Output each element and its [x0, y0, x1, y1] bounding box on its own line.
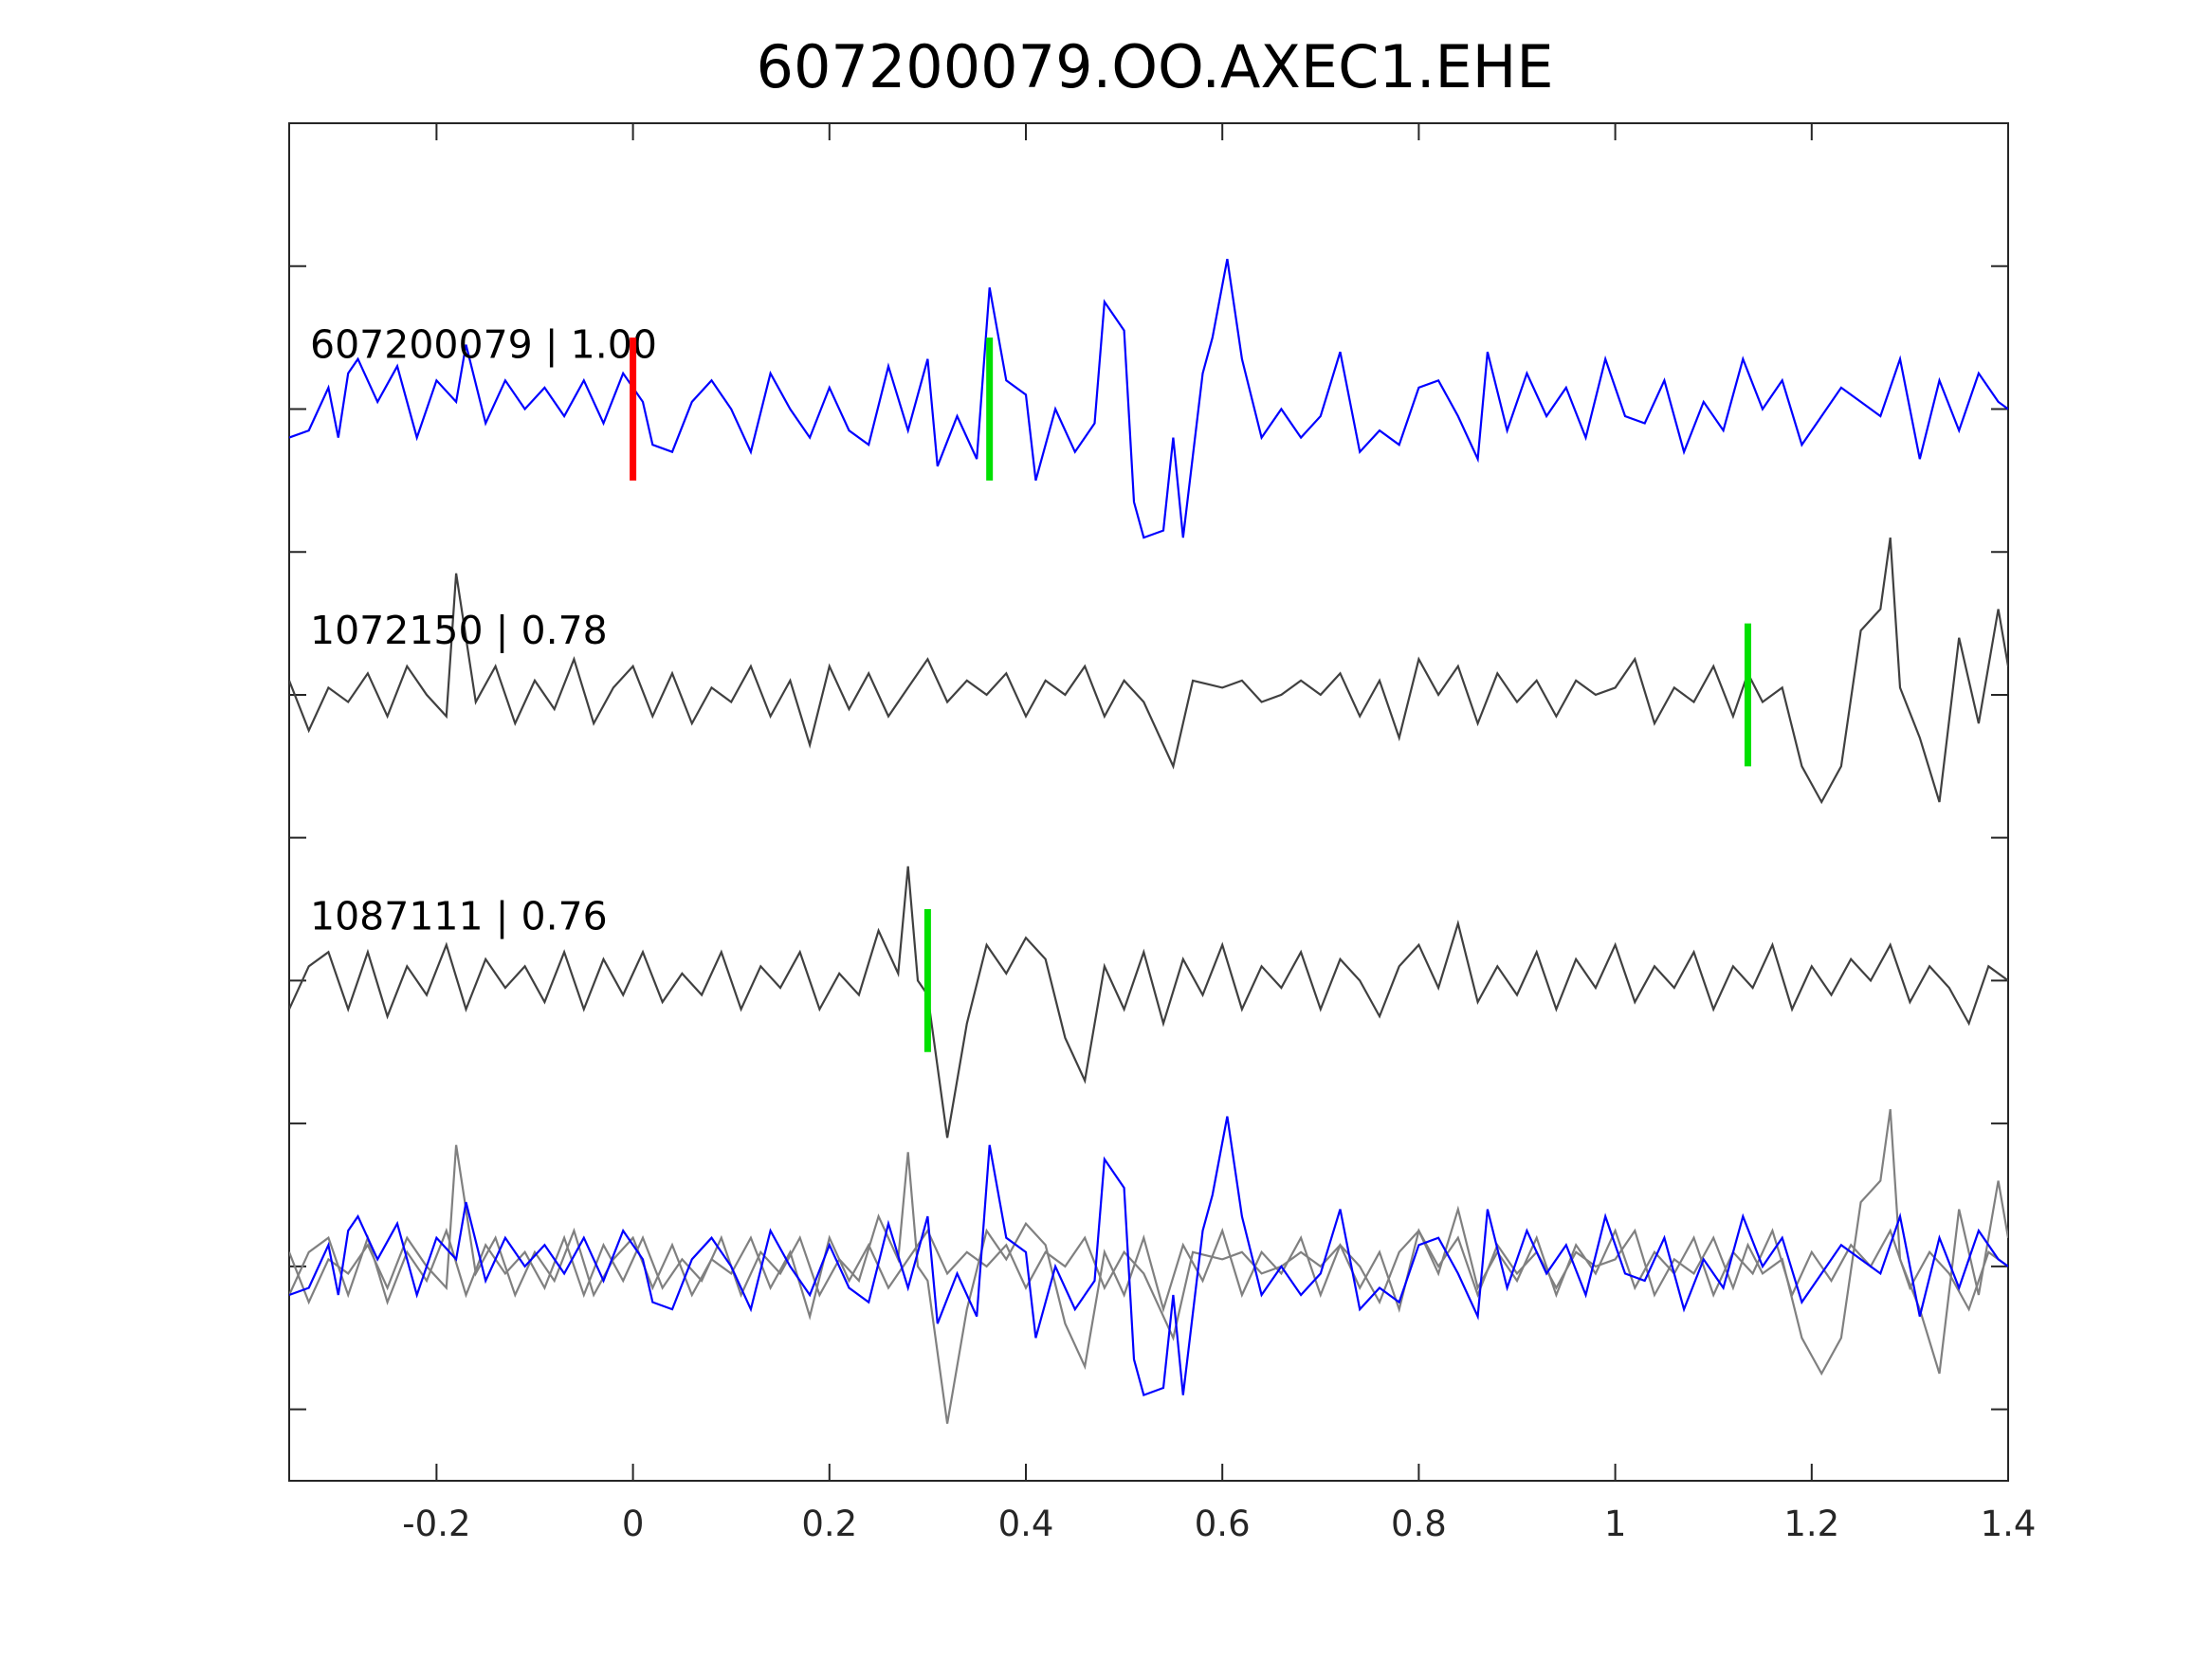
plot-area: -0.2 0 0.2 0.4 0.6 0.8 1 1.2 1.4 607200079 | 1.00…	[288, 122, 2037, 1544]
trace-label: 1087111 | 0.76	[310, 894, 608, 939]
trace-label: 1072150 | 0.78	[310, 608, 608, 653]
overlay-trace	[289, 1152, 2008, 1424]
chart-title: 607200079.OO.AXEC1.EHE	[757, 32, 1554, 101]
x-tick-label: 0.8	[1391, 1504, 1447, 1544]
x-tick-label: 0.2	[801, 1504, 857, 1544]
overlay-trace	[289, 1116, 2008, 1397]
axes-frame	[288, 122, 2009, 1482]
trace-line	[289, 866, 2008, 1139]
trace-label: 607200079 | 1.00	[310, 322, 657, 368]
x-tick-label: 1	[1604, 1504, 1627, 1544]
trace-line	[289, 258, 2008, 539]
x-tick-label: 1.2	[1783, 1504, 1839, 1544]
x-tick-label: -0.2	[402, 1504, 470, 1544]
x-tick-label: 0	[622, 1504, 645, 1544]
x-tick-label: 1.4	[1981, 1504, 2037, 1544]
x-tick-label: 0.6	[1195, 1504, 1251, 1544]
overlay-trace	[289, 1108, 2008, 1376]
x-tick-label: 0.4	[998, 1504, 1054, 1544]
